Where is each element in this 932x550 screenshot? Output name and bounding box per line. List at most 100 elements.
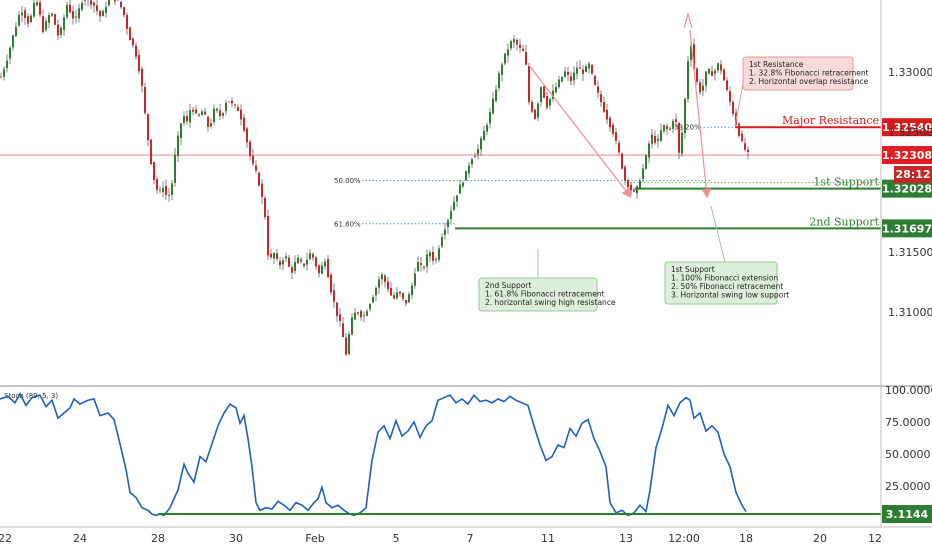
- candle-body: [438, 248, 440, 260]
- candle-body: [339, 314, 341, 322]
- candle-body: [201, 111, 203, 116]
- candle-body: [378, 279, 380, 288]
- candle-body: [408, 294, 410, 303]
- candle-body: [528, 66, 530, 103]
- candle-body: [243, 117, 245, 131]
- candle-body: [228, 101, 230, 103]
- candle-body: [288, 257, 290, 267]
- price-tick-1: 1.32500: [888, 126, 932, 139]
- candle-body: [267, 216, 269, 256]
- candle-body: [27, 16, 29, 24]
- candle-body: [279, 261, 281, 266]
- first-support-note-leader: [710, 205, 726, 263]
- level-tag-text-0: 1.32540: [882, 121, 932, 134]
- time-tick-6: 7: [467, 532, 474, 545]
- candle-body: [30, 15, 32, 23]
- candle-body: [711, 71, 713, 76]
- candle-body: [732, 102, 734, 115]
- first-support-note-line-1: 1. 100% Fibonacci extension: [671, 274, 778, 283]
- candle-body: [600, 94, 602, 103]
- candle-body: [444, 229, 446, 235]
- candle-body: [78, 8, 80, 19]
- candle-body: [477, 149, 479, 155]
- price-tick-3: 1.31000: [888, 306, 932, 319]
- candle-body: [579, 67, 581, 69]
- candle-body: [261, 183, 263, 197]
- candle-body: [660, 130, 662, 141]
- candle-body: [204, 111, 206, 115]
- candle-body: [666, 126, 668, 130]
- projection-arrows: [527, 11, 712, 199]
- candle-body: [723, 69, 725, 81]
- candle-body: [399, 291, 401, 294]
- candle-body: [6, 60, 8, 69]
- candle-body: [594, 75, 596, 85]
- candle-body: [54, 14, 56, 25]
- candle-body: [657, 138, 659, 141]
- candle-body: [741, 133, 743, 141]
- candle-body: [621, 153, 623, 169]
- candle-body: [705, 71, 707, 86]
- stochastic-pane[interactable]: Stoch (89, 5, 3) 3.1144: [0, 392, 932, 524]
- candle-body: [630, 184, 632, 191]
- second-support-note-line-2: 2. horizontal swing high resistance: [485, 298, 616, 307]
- countdown-tag: [894, 166, 932, 184]
- candle-body: [384, 275, 386, 282]
- candle-body: [18, 15, 20, 26]
- candle-body: [537, 103, 539, 118]
- candle-body: [84, 0, 86, 1]
- candle-body: [486, 124, 488, 132]
- candle-body: [144, 87, 146, 113]
- candle-body: [645, 155, 647, 169]
- time-tick-9: 12:00: [668, 532, 700, 545]
- candle-body: [411, 285, 413, 296]
- candle-body: [624, 166, 626, 181]
- candles: [0, 0, 749, 357]
- candle-body: [357, 312, 359, 314]
- candle-body: [639, 181, 641, 189]
- candle-body: [429, 252, 431, 257]
- candle-body: [156, 179, 158, 190]
- candle-body: [717, 63, 719, 71]
- price-pane[interactable]: 50.00% 61.80% 38.20% Major Resistance1.3254…: [0, 0, 932, 357]
- candle-body: [177, 135, 179, 156]
- candle-body: [738, 123, 740, 136]
- candle-body: [264, 198, 266, 218]
- candle-body: [348, 333, 350, 354]
- candle-body: [147, 114, 149, 141]
- candle-body: [75, 16, 77, 18]
- candle-body: [21, 12, 23, 16]
- candle-body: [627, 180, 629, 188]
- candle-body: [240, 109, 242, 120]
- stoch-tick-0: 100.0000: [885, 384, 932, 397]
- candle-body: [237, 107, 239, 111]
- candle-body: [150, 139, 152, 165]
- candle-body: [435, 259, 437, 260]
- candle-body: [684, 98, 686, 133]
- candle-body: [651, 134, 653, 144]
- candle-body: [726, 80, 728, 90]
- time-tick-11: 20: [813, 532, 827, 545]
- fib-382-label: 38.20%: [674, 124, 701, 132]
- candle-body: [171, 183, 173, 195]
- time-tick-8: 13: [619, 532, 633, 545]
- candle-body: [219, 110, 221, 117]
- candle-body: [564, 71, 566, 77]
- time-tick-4: Feb: [305, 532, 324, 545]
- candle-body: [420, 263, 422, 265]
- candle-body: [342, 323, 344, 338]
- candle-body: [504, 53, 506, 64]
- candle-body: [285, 256, 287, 259]
- arrow-to-support: [527, 63, 632, 198]
- level-tag-text-1: 1.32028: [882, 183, 932, 196]
- candle-body: [696, 68, 698, 82]
- candle-body: [468, 165, 470, 174]
- candle-body: [372, 297, 374, 303]
- stoch-tick-3: 25.0000: [885, 480, 931, 493]
- first-support-note-line-2: 2. 50% Fibonacci retracement: [671, 282, 783, 291]
- candle-body: [180, 123, 182, 138]
- candle-body: [213, 108, 215, 122]
- candle-body: [402, 292, 404, 299]
- time-tick-7: 11: [541, 532, 555, 545]
